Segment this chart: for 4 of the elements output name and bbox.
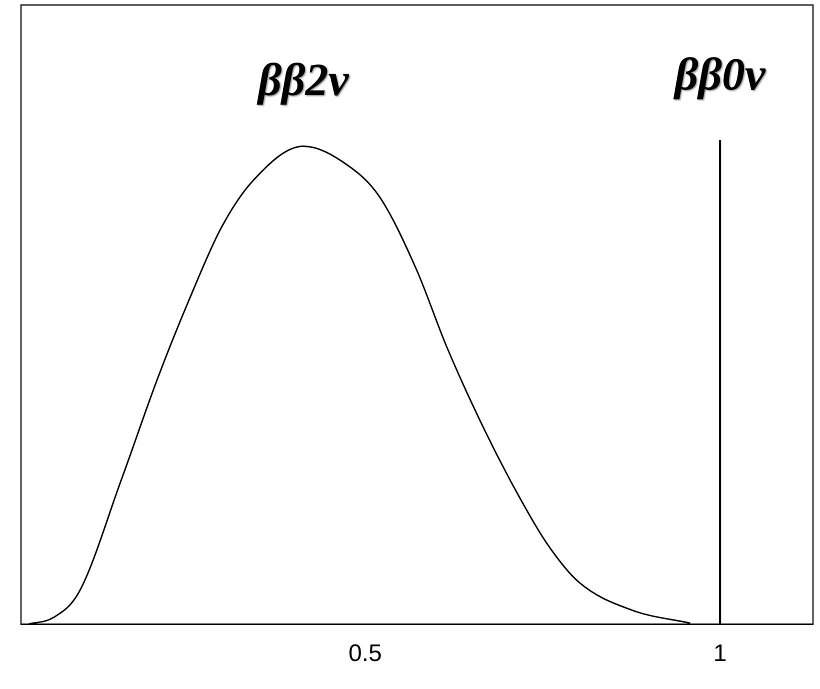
series-label: ββ0ν [672, 48, 766, 100]
x-tick-label: 0.5 [348, 640, 382, 668]
series-label: ββ2ν [256, 54, 350, 106]
x-tick-label: 1 [713, 640, 727, 668]
